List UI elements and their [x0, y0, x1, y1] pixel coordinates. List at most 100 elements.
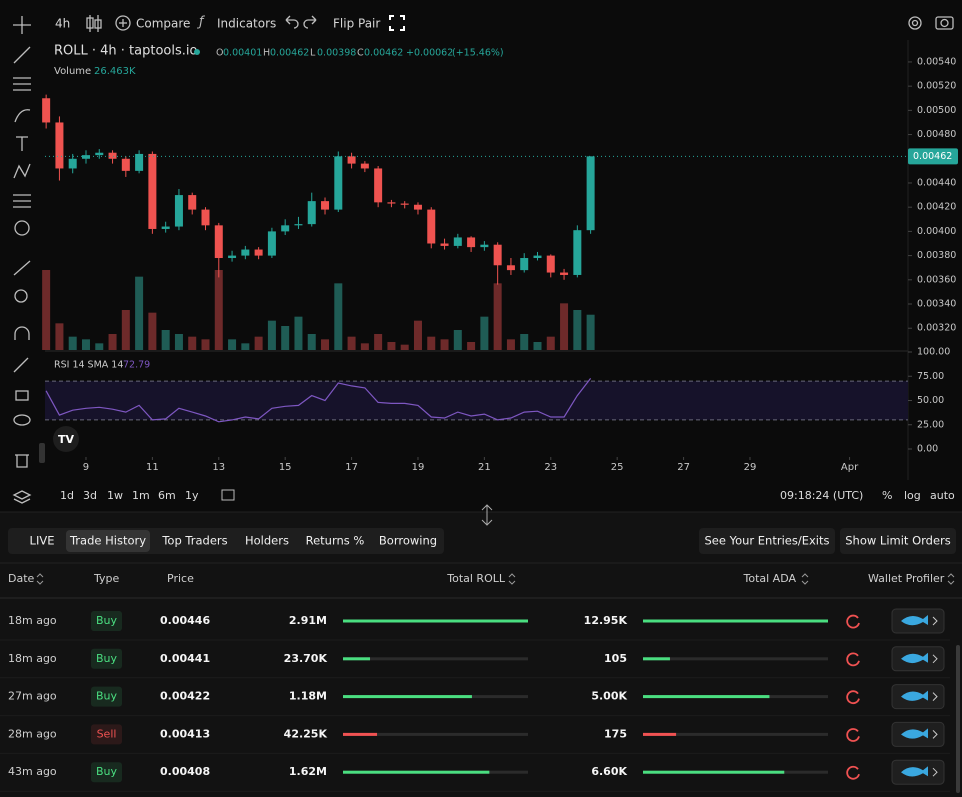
- column-header[interactable]: Total ROLL: [446, 572, 506, 585]
- settings-icon[interactable]: [908, 16, 922, 30]
- total-ada: 12.95K: [584, 614, 628, 627]
- price: 0.00422: [160, 690, 210, 703]
- action-button[interactable]: [699, 528, 835, 554]
- roll-bar: [343, 657, 371, 661]
- table-bg: [0, 512, 962, 797]
- column-header[interactable]: Wallet Profiler: [868, 572, 945, 585]
- tab[interactable]: Holders: [245, 534, 289, 548]
- zoom-tool[interactable]: [14, 289, 28, 303]
- range-button[interactable]: 1y: [185, 489, 199, 502]
- range-button[interactable]: 1w: [107, 489, 123, 502]
- refresh-icon[interactable]: [846, 765, 860, 780]
- whale-icon: [901, 615, 928, 626]
- column-header[interactable]: Date: [8, 572, 35, 585]
- y-tick-label: 0.00360: [917, 274, 956, 285]
- range-button[interactable]: 1m: [132, 489, 150, 502]
- crosshair-tool[interactable]: [13, 16, 31, 34]
- volume-bar: [81, 339, 90, 350]
- refresh-icon[interactable]: [846, 652, 860, 667]
- volume-bar: [214, 270, 223, 350]
- undo-icon[interactable]: [285, 15, 299, 29]
- percent-toggle[interactable]: %: [882, 489, 892, 502]
- rsi-tick-label: 75.00: [917, 371, 944, 382]
- candle-body: [68, 158, 77, 169]
- layers-tool[interactable]: [12, 490, 32, 504]
- tab[interactable]: Borrowing: [379, 534, 437, 548]
- camera-icon[interactable]: [935, 16, 954, 30]
- y-tick-label: 0.00420: [917, 202, 956, 213]
- compare[interactable]: Compare: [136, 17, 190, 31]
- tv-logo[interactable]: [53, 426, 79, 452]
- refresh-icon[interactable]: [846, 728, 860, 742]
- roll-track: [343, 657, 528, 661]
- volume-bar: [493, 283, 502, 350]
- resize-handle[interactable]: [481, 504, 493, 526]
- volume-bar: [533, 342, 542, 350]
- type-badge: [91, 648, 122, 669]
- sort-icon[interactable]: [36, 573, 44, 585]
- ruler-tool[interactable]: [13, 260, 31, 276]
- candle-body: [55, 122, 64, 169]
- indicators[interactable]: Indicators: [217, 17, 276, 31]
- column-header[interactable]: Total ADA: [742, 572, 796, 585]
- flip-pair[interactable]: Flip Pair: [333, 17, 380, 31]
- interval[interactable]: 4h: [55, 17, 70, 31]
- stay-drawing-tool[interactable]: [13, 357, 29, 373]
- lock-tool[interactable]: [15, 390, 29, 401]
- volume-bar: [413, 320, 422, 350]
- x-tick-label: 17: [345, 462, 358, 473]
- column-header[interactable]: Price: [167, 572, 194, 585]
- fib-tool[interactable]: [13, 77, 31, 91]
- line-tool[interactable]: [13, 46, 31, 64]
- x-tick-label: 15: [279, 462, 292, 473]
- roll-bar: [343, 732, 378, 736]
- trash-tool[interactable]: [15, 454, 29, 468]
- date: 43m ago: [8, 765, 57, 778]
- total-roll: 2.91M: [289, 614, 327, 627]
- price: 0.00413: [160, 727, 210, 740]
- range-button[interactable]: 3d: [83, 489, 97, 502]
- text-tool[interactable]: [16, 136, 28, 151]
- date: 18m ago: [8, 652, 57, 665]
- tab[interactable]: LIVE: [30, 534, 55, 548]
- action-button[interactable]: [840, 528, 956, 554]
- hide-tool[interactable]: [13, 414, 31, 426]
- last-price-label: 0.00462: [913, 151, 952, 162]
- volume-bar: [546, 336, 555, 350]
- compare-icon[interactable]: [115, 15, 131, 31]
- sort-icon[interactable]: [508, 573, 516, 585]
- ada-track: [643, 732, 828, 736]
- candle-body: [135, 153, 144, 171]
- tab[interactable]: Top Traders: [161, 534, 227, 548]
- magnet-tool[interactable]: [14, 326, 30, 340]
- log-toggle[interactable]: log: [904, 489, 921, 502]
- collapse-handle[interactable]: [39, 443, 45, 463]
- auto-toggle[interactable]: auto: [930, 489, 955, 502]
- candle-icon[interactable]: [86, 15, 102, 32]
- pattern-tool[interactable]: [13, 163, 31, 179]
- candle-body: [506, 265, 515, 271]
- y-tick-label: 0.00340: [917, 299, 956, 310]
- tab[interactable]: Returns %: [306, 534, 365, 548]
- refresh-icon[interactable]: [846, 614, 860, 629]
- candle-body: [440, 243, 449, 246]
- prediction-tool[interactable]: [13, 194, 31, 208]
- date-range-icon[interactable]: [221, 489, 235, 501]
- y-tick-label: 0.00380: [917, 250, 956, 261]
- range-button[interactable]: 6m: [158, 489, 176, 502]
- volume-bar: [360, 343, 369, 350]
- refresh-icon[interactable]: [846, 690, 860, 705]
- brush-tool[interactable]: [14, 109, 31, 123]
- redo-icon[interactable]: [303, 15, 317, 29]
- date: 28m ago: [8, 727, 57, 740]
- tab[interactable]: Trade History: [69, 534, 146, 548]
- sort-icon[interactable]: [947, 573, 955, 585]
- type-badge: [91, 686, 122, 707]
- range-button[interactable]: 1d: [60, 489, 74, 502]
- emoji-tool[interactable]: [14, 220, 30, 236]
- volume-bar: [347, 336, 356, 350]
- column-header[interactable]: Type: [93, 572, 119, 585]
- scrollbar[interactable]: [956, 645, 960, 793]
- sort-icon[interactable]: [801, 573, 809, 585]
- fullscreen-icon[interactable]: [389, 15, 405, 31]
